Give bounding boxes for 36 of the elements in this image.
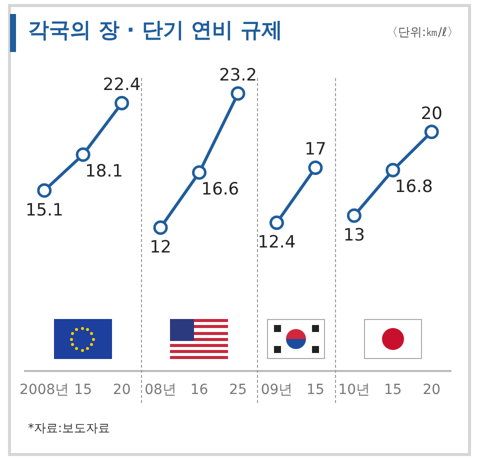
x-tick-label: 2008년 [20,382,70,398]
point [192,165,207,180]
data-label: 16.6 [201,179,240,200]
data-label: 18.1 [85,162,123,182]
chart-subtitle: 〈단위:㎞/ℓ〉 [386,24,459,41]
text: *자료:보도자료 [28,420,110,437]
point [153,220,168,235]
point [346,208,362,223]
x-tick-label: 20 [112,382,131,398]
point [269,216,284,230]
chart-title: 각국의 장 · 단기 연비 규제 [28,17,283,44]
point [114,96,130,110]
data-label: 22.4 [102,75,141,96]
x-tick-label: 08년 [144,382,176,398]
point [76,147,90,162]
x-tick-label: 15 [306,382,324,398]
data-label: 12.4 [258,232,296,253]
x-tick-label: 25 [229,382,247,398]
point [386,162,400,178]
data-label: 23.2 [219,65,257,86]
point [424,124,439,140]
x-tick-label: 20 [422,382,441,398]
data-label: 13 [343,226,365,246]
x-tick-label: 15 [74,382,92,398]
data-label: 17 [304,140,326,160]
data-label: 15.1 [25,200,64,220]
x-tick-label: 09년 [260,382,293,398]
point [37,183,52,198]
data-label: 16.8 [394,177,433,198]
x-tick-label: 16 [190,382,208,398]
point [230,86,246,101]
data-label: 12 [150,238,172,258]
point [308,160,323,175]
x-tick-label: 10년 [338,382,370,398]
x-tick-label: 15 [384,382,402,398]
data-label: 20 [420,104,442,124]
